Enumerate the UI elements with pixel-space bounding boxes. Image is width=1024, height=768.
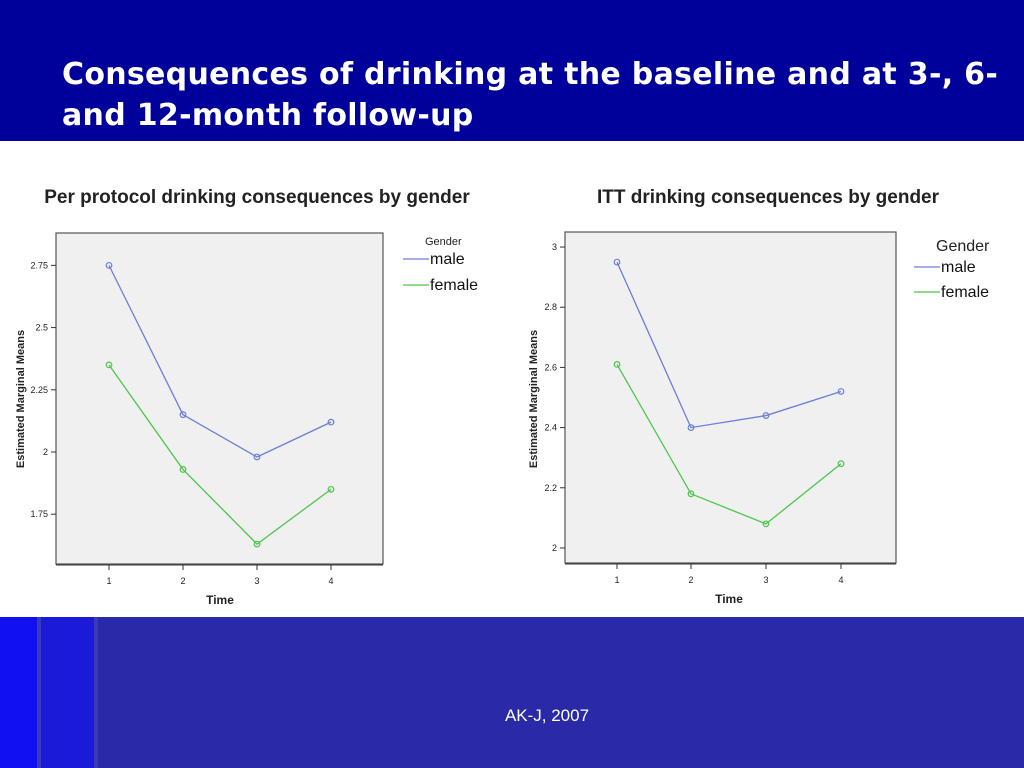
y-tick-label: 2.25 [30,385,48,395]
series-line-female [108,364,332,545]
y-axis-label: Estimated Marginal Means [15,330,27,468]
x-tick-label: 4 [328,576,333,586]
x-tick-label: 3 [763,575,768,585]
y-tick-label: 2.5 [35,323,48,333]
plot-area [564,231,897,564]
legend-title: Gender [936,238,990,255]
legend-label-female: female [941,284,989,301]
y-tick-label: 2.4 [544,423,557,433]
x-axis-label: Time [715,592,743,606]
data-point-male [327,418,335,426]
chart-title: Per protocol drinking consequences by ge… [44,187,470,208]
title-band [0,0,1024,141]
decorative-stripe [41,617,94,768]
data-point-female [687,490,695,498]
per-protocol-chart-panel: Per protocol drinking consequences by ge… [0,141,514,617]
data-point-male [253,453,261,461]
y-tick-label: 1.75 [30,509,48,519]
x-tick-label: 3 [254,576,259,586]
plot-area [55,232,384,565]
y-tick-label: 2 [552,543,557,553]
data-point-female [105,361,113,369]
y-axis-label: Estimated Marginal Means [528,330,540,468]
decorative-stripe [94,617,98,768]
data-point-female [253,540,261,548]
y-tick-label: 2.6 [544,362,557,372]
x-axis-label: Time [206,593,234,607]
itt-chart-panel: ITT drinking consequences by gender 2 2.2 2… [514,141,1024,617]
legend-label-female: female [430,277,478,294]
data-point-female [613,360,621,368]
decorative-stripe [0,617,37,768]
y-tick-label: 2.8 [544,302,557,312]
x-tick-label: 4 [838,575,843,585]
y-tick-label: 3 [552,242,557,252]
x-tick-label: 2 [688,575,693,585]
data-point-female [327,485,335,493]
legend-label-male: male [430,251,465,268]
chart-title: ITT drinking consequences by gender [597,187,940,208]
x-tick-label: 1 [614,575,619,585]
x-tick-label: 1 [106,576,111,586]
data-point-male [179,411,187,419]
data-point-male [687,424,695,431]
y-tick-label: 2.2 [544,483,557,493]
data-point-male [105,261,113,269]
footer-credit: AK-J, 2007 [504,706,590,725]
itt-chart: ITT drinking consequences by gender 2 2.2 2… [528,187,990,606]
series-line-female [616,364,842,525]
footer-band [0,617,1024,768]
data-point-female [179,466,187,473]
legend-title: Gender [425,236,462,248]
series-line-male [108,265,332,458]
data-point-female [762,520,770,528]
slide-title: Consequences of drinking at the baseline… [62,57,999,133]
data-point-female [837,460,845,468]
data-point-male [762,412,770,419]
x-tick-label: 2 [180,576,185,586]
per-protocol-chart: Per protocol drinking consequences by ge… [15,187,478,607]
data-point-male [837,388,845,395]
y-tick-label: 2 [43,447,48,457]
y-tick-label: 2.75 [30,260,48,270]
decorative-stripe [37,617,41,768]
series-line-male [616,261,842,429]
legend-label-male: male [941,259,976,276]
data-point-male [613,258,621,266]
